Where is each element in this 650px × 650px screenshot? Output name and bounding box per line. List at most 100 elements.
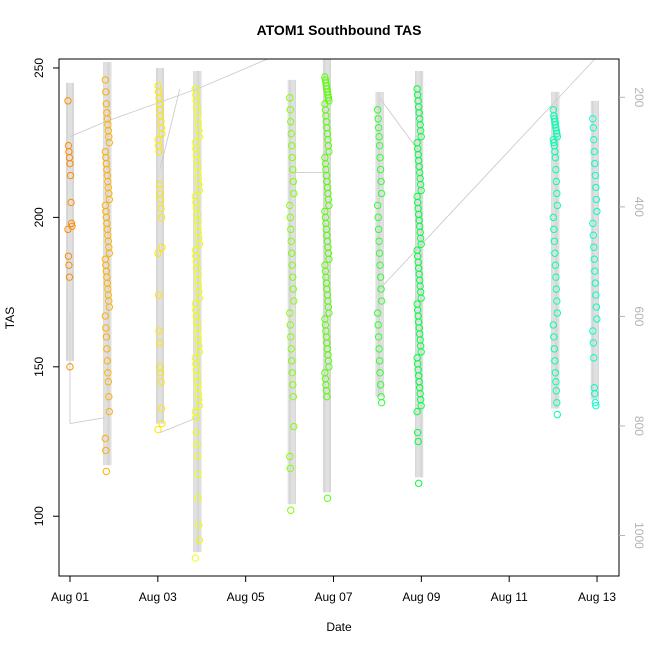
data-point (154, 291, 163, 299)
data-point (64, 97, 72, 105)
data-point (101, 434, 110, 443)
data-point (550, 138, 558, 147)
data-point (192, 428, 201, 437)
data-point (414, 437, 422, 446)
data-point (325, 363, 333, 371)
data-point (593, 207, 601, 216)
data-point (66, 159, 74, 168)
data-point (592, 183, 600, 192)
data-point (375, 132, 383, 141)
data-point (158, 419, 166, 428)
data-point (286, 201, 294, 210)
data-point (374, 213, 382, 222)
y-axis-label: TAS (3, 307, 17, 329)
data-point (413, 428, 422, 437)
data-point (550, 345, 559, 353)
data-point (288, 249, 296, 257)
data-point (377, 285, 385, 293)
data-point (590, 243, 598, 251)
data-point (154, 249, 162, 257)
data-point (156, 195, 165, 204)
data-point (550, 237, 559, 245)
y-tick-label: 100 (32, 506, 46, 526)
data-point (102, 88, 110, 96)
data-point (155, 180, 164, 189)
data-point (102, 446, 110, 455)
data-point (377, 177, 385, 186)
data-point (589, 327, 597, 335)
data-point (104, 369, 112, 377)
data-point (104, 378, 113, 386)
data-point (553, 297, 561, 305)
data-point (592, 195, 601, 204)
data-point (590, 135, 598, 144)
data-point (157, 404, 166, 413)
data-point (195, 294, 204, 302)
data-point (287, 237, 295, 245)
data-point (67, 198, 75, 207)
data-point (66, 363, 74, 371)
data-point (290, 422, 298, 431)
data-point (551, 249, 559, 257)
data-point (551, 357, 559, 365)
data-point (105, 303, 114, 311)
data-point (195, 536, 204, 544)
chart-title: ATOM1 Southbound TAS (257, 22, 422, 38)
data-point (323, 392, 331, 401)
data-point (155, 327, 163, 335)
pressure-connector-line (159, 417, 198, 433)
data-point (591, 398, 600, 407)
data-point (325, 255, 333, 263)
data-point (376, 369, 384, 377)
data-point (374, 115, 382, 123)
data-point (417, 348, 425, 356)
data-point (591, 159, 599, 168)
data-point (376, 153, 384, 162)
data-point (553, 309, 562, 317)
x-tick-label: Aug 11 (491, 590, 528, 604)
data-point (195, 401, 204, 410)
data-point (155, 339, 164, 347)
data-point (553, 130, 561, 138)
data-point (158, 130, 166, 138)
y2-tick-label: 200 (632, 87, 646, 107)
pressure-connector-line (69, 121, 106, 138)
data-point (195, 240, 204, 248)
data-point (290, 189, 298, 198)
data-point (192, 413, 200, 422)
data-point (374, 333, 383, 341)
y-tick-label: 150 (32, 356, 46, 376)
data-point (376, 381, 385, 389)
pressure-connector-line (159, 88, 181, 170)
data-point (373, 201, 382, 210)
y2-tick-label: 400 (632, 197, 646, 217)
y2-tick-label: 800 (632, 416, 646, 436)
data-point (591, 279, 600, 287)
data-point (288, 153, 296, 162)
data-point (195, 521, 203, 529)
data-point (288, 357, 296, 365)
scatter-points (64, 73, 601, 562)
data-point (289, 177, 297, 186)
data-point (589, 219, 597, 228)
data-point (591, 267, 599, 275)
data-point (324, 94, 333, 102)
y-axis-left: 100 150 200 250 (32, 58, 59, 526)
data-point (550, 225, 558, 234)
data-point (551, 369, 560, 377)
data-point (289, 392, 297, 401)
data-point (589, 124, 598, 132)
data-point (413, 407, 421, 416)
x-tick-label: Aug 07 (314, 590, 352, 604)
data-point (377, 398, 386, 407)
data-point (591, 390, 599, 398)
x-tick-label: Aug 01 (51, 590, 89, 604)
data-point (417, 294, 425, 302)
data-point (101, 76, 110, 84)
pressure-connector-line (104, 88, 198, 123)
data-point (590, 354, 598, 362)
data-point (191, 554, 200, 562)
data-point (103, 345, 111, 353)
data-point (552, 387, 561, 395)
